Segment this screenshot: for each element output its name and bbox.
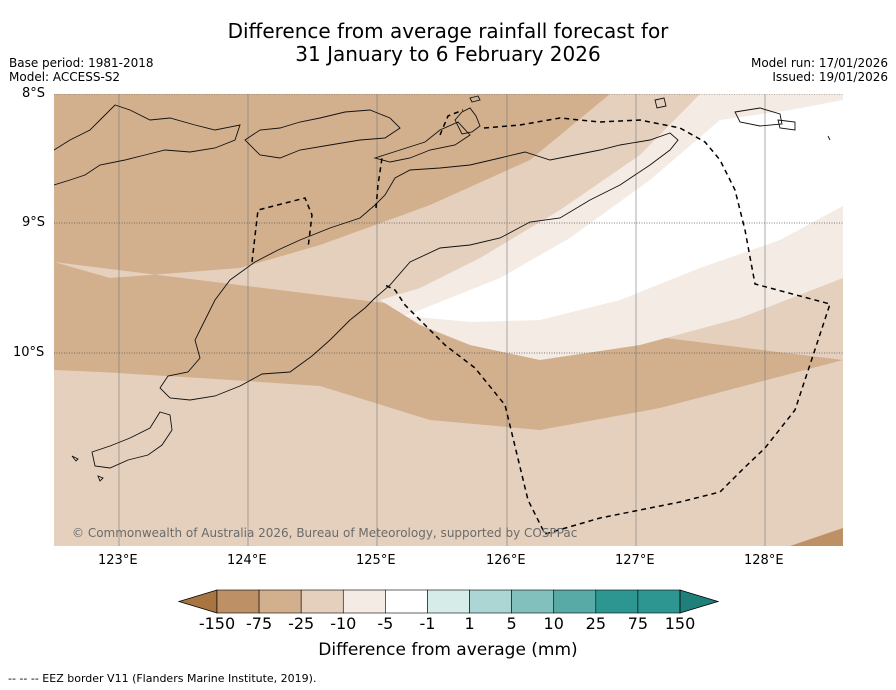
model-run-text: Model run: 17/01/2026 — [750, 56, 888, 70]
colorbar-tick-label: -5 — [377, 614, 394, 633]
colorbar-tick-label: 5 — [506, 614, 517, 633]
lon-label-128e: 128°E — [744, 553, 784, 568]
colorbar-arrow-low — [177, 589, 218, 614]
flores-coast-2 — [244, 109, 401, 159]
eez-border — [251, 109, 831, 535]
timor-coast — [159, 132, 679, 401]
wetar-island — [373, 121, 471, 163]
chart-title: Difference from average rainfall forecas… — [0, 20, 896, 66]
colorbar-segment — [469, 589, 512, 614]
colorbar-segment — [427, 589, 470, 614]
copyright-text: © Commonwealth of Australia 2026, Bureau… — [72, 526, 578, 540]
grid-lines — [118, 94, 766, 546]
colorbar-label: Difference from average (mm) — [318, 640, 578, 660]
coastlines — [54, 95, 831, 482]
small-island-2 — [97, 475, 104, 482]
island-ne-3 — [777, 119, 796, 131]
colorbar-tick-label: -25 — [288, 614, 315, 633]
colorbar-arrow-high — [679, 589, 720, 614]
colorbar-tick-label: -150 — [198, 614, 236, 633]
lon-label-127e: 127°E — [615, 553, 655, 568]
island-north-1 — [469, 95, 481, 103]
colorbar-tick-label: 25 — [585, 614, 606, 633]
colorbar-segment — [553, 589, 597, 614]
colorbar-segment — [511, 589, 555, 614]
meta-right: Model run: 17/01/2026 Issued: 19/01/2026 — [751, 56, 888, 84]
colorbar-tick-label: 1 — [464, 614, 475, 633]
colorbar-tick-label: 75 — [627, 614, 649, 633]
band-white-2 — [640, 112, 843, 254]
lon-label-125e: 125°E — [356, 553, 396, 568]
lon-label-124e: 124°E — [227, 553, 267, 568]
colorbar-segment — [595, 589, 639, 614]
flores-coast-1 — [54, 104, 241, 186]
rote-island — [91, 411, 173, 469]
eez-footnote: -- -- -- EEZ border V11 (Flanders Marine… — [8, 672, 317, 685]
lat-label-9s: 9°S — [22, 215, 46, 230]
small-island-1 — [71, 455, 79, 462]
title-line-1: Difference from average rainfall forecas… — [227, 19, 669, 43]
colorbar-tick-label: -1 — [419, 614, 436, 633]
colorbar-segment — [385, 589, 428, 614]
title-line-2: 31 January to 6 February 2026 — [295, 42, 601, 66]
model-text: Model: ACCESS-S2 — [9, 70, 121, 84]
lat-label-10s: 10°S — [13, 345, 45, 360]
band-minus25-corner — [790, 528, 843, 546]
island-small-ne — [827, 135, 831, 141]
base-period-text: Base period: 1981-2018 — [9, 56, 154, 70]
colorbar-segment — [300, 589, 344, 614]
colorbar-segment — [637, 589, 681, 614]
alor-island — [454, 107, 481, 135]
colorbar-tick-label: -10 — [330, 614, 357, 633]
lon-label-123e: 123°E — [98, 553, 138, 568]
band-white-1 — [405, 100, 843, 322]
colorbar-tick-label: 10 — [543, 614, 564, 633]
lat-label-8s: 8°S — [22, 86, 46, 101]
lon-label-126e: 126°E — [486, 553, 526, 568]
island-ne-1 — [654, 97, 667, 109]
meta-left: Base period: 1981-2018 Model: ACCESS-S2 — [9, 56, 154, 84]
colorbar-tick-label: 150 — [664, 614, 696, 633]
colorbar-segment — [216, 589, 260, 614]
island-ne-2 — [734, 107, 783, 127]
colorbar-tick-label: -75 — [246, 614, 273, 633]
issued-text: Issued: 19/01/2026 — [772, 70, 888, 84]
colorbar-segment — [342, 589, 386, 614]
colorbar-segment — [258, 589, 302, 614]
